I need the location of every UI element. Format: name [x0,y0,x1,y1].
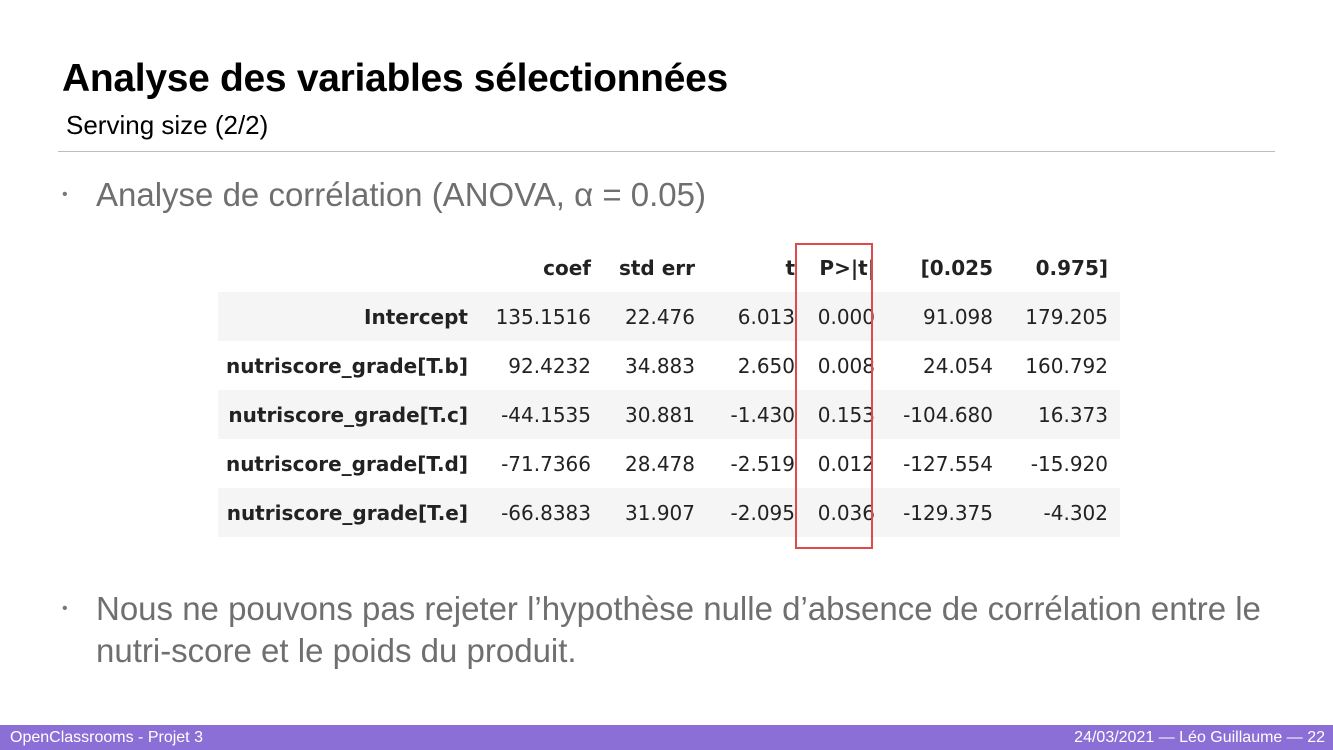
table-row: Intercept 135.1516 22.476 6.013 0.000 91… [218,292,1120,341]
bullet-marker-2: • [62,600,68,617]
cell-ci-high: 179.205 [1025,304,1108,329]
cell-p-value: 0.000 [817,304,875,329]
cell-p-value: 0.153 [817,402,875,427]
slide-title: Analyse des variables sélectionnées [62,57,728,100]
cell-p-value: 0.008 [817,353,875,378]
cell-coef: -71.7366 [501,451,591,476]
bullet-conclusion: Nous ne pouvons pas rejeter l’hypothèse … [96,590,1261,669]
bullet-marker-1: • [62,186,68,203]
footer-project: OpenClassrooms - Projet 3 [10,729,203,746]
row-label: Intercept [364,304,468,329]
table-row: nutriscore_grade[T.b] 92.4232 34.883 2.6… [218,341,1120,390]
cell-t: -2.519 [730,451,795,476]
header-cell [218,243,480,292]
bullet-anova: Analyse de corrélation (ANOVA, α = 0.05) [96,176,707,213]
cell-ci-low: 24.054 [923,353,993,378]
cell-ci-high: -4.302 [1043,500,1108,525]
cell-p-value: 0.036 [817,500,875,525]
table-header-row: coef std err t P>|t| [0.025 0.975] [218,243,1120,292]
cell-std-err: 30.881 [625,402,695,427]
cell-ci-high: 16.373 [1038,402,1108,427]
cell-t: 2.650 [737,353,795,378]
table-row: nutriscore_grade[T.e] -66.8383 31.907 -2… [218,488,1120,537]
cell-coef: 135.1516 [495,304,591,329]
row-label: nutriscore_grade[T.d] [225,451,468,476]
cell-p-value: 0.012 [817,451,875,476]
cell-std-err: 28.478 [625,451,695,476]
header-p-value: P>|t| [819,255,875,280]
cell-ci-low: 91.098 [923,304,993,329]
header-ci-low: [0.025 [920,255,993,280]
cell-std-err: 22.476 [625,304,695,329]
cell-ci-low: -127.554 [903,451,993,476]
footer-date-author-page: 24/03/2021 — Léo Guillaume — 22 [1074,729,1325,746]
cell-ci-low: -104.680 [903,402,993,427]
cell-ci-high: -15.920 [1030,451,1108,476]
header-std-err: std err [618,255,695,280]
table-row: nutriscore_grade[T.d] -71.7366 28.478 -2… [218,439,1120,488]
title-divider [58,151,1275,152]
header-t: t [785,255,795,280]
cell-ci-high: 160.792 [1025,353,1108,378]
row-label: nutriscore_grade[T.b] [225,353,468,378]
slide-subtitle: Serving size (2/2) [66,110,269,140]
cell-coef: -44.1535 [501,402,591,427]
cell-ci-low: -129.375 [903,500,993,525]
table-row: nutriscore_grade[T.c] -44.1535 30.881 -1… [218,390,1120,439]
cell-std-err: 34.883 [625,353,695,378]
regression-table: coef std err t P>|t| [0.025 0.975] Inter… [218,243,1120,537]
cell-coef: 92.4232 [508,353,591,378]
cell-t: -2.095 [730,500,795,525]
cell-t: 6.013 [737,304,795,329]
cell-t: -1.430 [730,402,795,427]
header-coef: coef [543,255,591,280]
cell-std-err: 31.907 [625,500,695,525]
row-label: nutriscore_grade[T.c] [228,402,468,427]
row-label: nutriscore_grade[T.e] [226,500,468,525]
cell-coef: -66.8383 [501,500,591,525]
footer-bar: OpenClassrooms - Projet 3 24/03/2021 — L… [0,725,1333,750]
header-ci-high: 0.975] [1035,255,1108,280]
